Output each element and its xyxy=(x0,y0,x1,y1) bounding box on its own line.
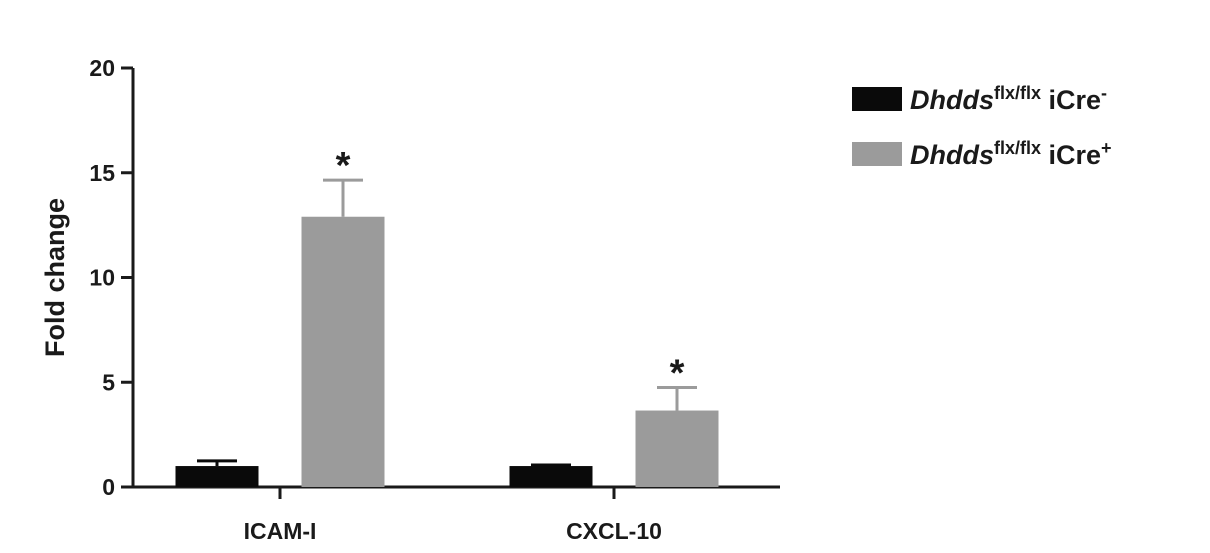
y-tick-label: 20 xyxy=(89,55,115,81)
bar xyxy=(301,216,385,487)
y-tick-label: 15 xyxy=(89,160,115,186)
significance-marker: * xyxy=(336,145,351,187)
legend-item: Dhddsflx/flx iCre+ xyxy=(852,138,1112,170)
bars-layer xyxy=(175,178,719,487)
significance-marker: * xyxy=(670,352,685,394)
legend-label: Dhddsflx/flx iCre+ xyxy=(910,138,1112,170)
y-axis-title: Fold change xyxy=(40,198,70,357)
legend-label: Dhddsflx/flx iCre- xyxy=(910,83,1107,115)
y-tick-label: 0 xyxy=(102,474,115,500)
bar xyxy=(509,466,593,487)
x-category-label: CXCL-10 xyxy=(566,518,662,544)
legend-item: Dhddsflx/flx iCre- xyxy=(852,83,1107,115)
x-category-label: ICAM-I xyxy=(244,518,317,544)
y-tick-label: 5 xyxy=(102,369,115,395)
bar xyxy=(635,410,719,487)
labels-layer: 0 5 10 15 20 ICAM-I CXCL-10 Fold change * * xyxy=(40,55,685,544)
y-tick-label: 10 xyxy=(89,265,115,291)
legend-swatch xyxy=(852,142,902,166)
bar xyxy=(175,466,259,487)
legend: Dhddsflx/flx iCre- Dhddsflx/flx iCre+ xyxy=(852,83,1112,170)
legend-swatch xyxy=(852,87,902,111)
